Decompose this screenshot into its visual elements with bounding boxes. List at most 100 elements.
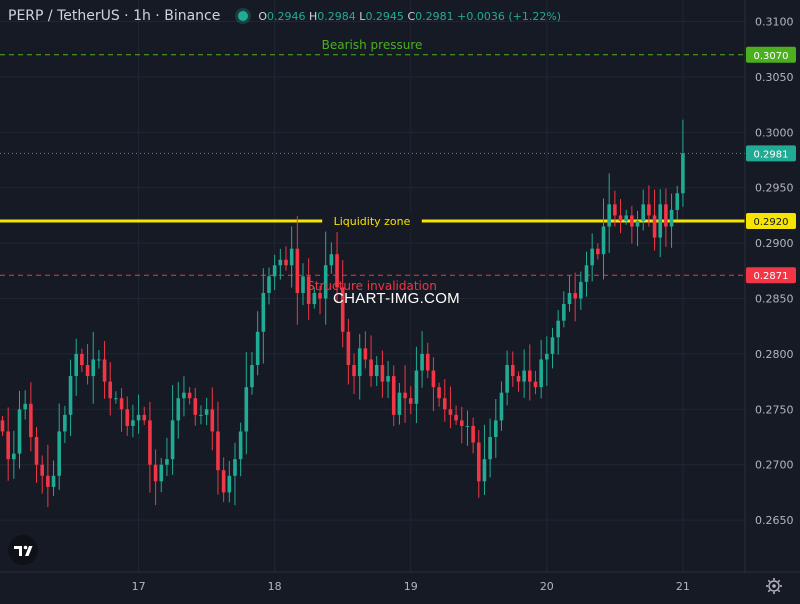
candle-body[interactable]	[301, 276, 305, 293]
symbol-title[interactable]: PERP / TetherUS · 1h · Binance	[8, 8, 221, 24]
candle-body[interactable]	[459, 420, 464, 426]
candle-body[interactable]	[681, 153, 685, 194]
candle-body[interactable]	[34, 437, 39, 465]
candle-body[interactable]	[29, 403, 33, 438]
candle-body[interactable]	[261, 292, 266, 332]
candle-body[interactable]	[635, 220, 640, 227]
candle-body[interactable]	[187, 392, 192, 399]
candle-body[interactable]	[511, 364, 515, 377]
candle-body[interactable]	[97, 359, 101, 361]
candle-body[interactable]	[624, 215, 628, 221]
candle-body[interactable]	[289, 248, 294, 266]
candle-body[interactable]	[652, 215, 657, 238]
candle-body[interactable]	[108, 381, 113, 399]
candle-body[interactable]	[216, 431, 220, 471]
candle-body[interactable]	[465, 425, 470, 427]
candle-body[interactable]	[238, 431, 243, 460]
candle-body[interactable]	[125, 409, 130, 426]
candle-body[interactable]	[40, 464, 44, 476]
candle-body[interactable]	[380, 364, 385, 382]
candle-body[interactable]	[148, 420, 152, 465]
candle-body[interactable]	[340, 287, 345, 332]
candle-body[interactable]	[403, 392, 407, 399]
candle-body[interactable]	[545, 353, 549, 360]
candle-body[interactable]	[199, 414, 203, 416]
candle-body[interactable]	[335, 254, 339, 288]
candle-body[interactable]	[91, 359, 96, 377]
candle-body[interactable]	[579, 281, 583, 299]
candle-body[interactable]	[442, 398, 447, 410]
candle-body[interactable]	[23, 403, 27, 410]
candle-body[interactable]	[363, 348, 368, 360]
candle-body[interactable]	[6, 431, 10, 460]
candle-body[interactable]	[193, 398, 198, 415]
candle-body[interactable]	[556, 320, 560, 338]
candle-body[interactable]	[397, 392, 402, 415]
candle-body[interactable]	[584, 265, 589, 282]
candle-body[interactable]	[539, 359, 543, 388]
candle-body[interactable]	[46, 475, 50, 487]
candle-body[interactable]	[57, 431, 61, 476]
candle-body[interactable]	[414, 370, 419, 404]
candle-body[interactable]	[516, 376, 521, 382]
candle-body[interactable]	[630, 215, 634, 227]
settings-gear-icon[interactable]	[766, 578, 782, 594]
candle-body[interactable]	[471, 425, 475, 443]
candle-body[interactable]	[102, 359, 107, 382]
candle-body[interactable]	[425, 353, 430, 371]
candle-body[interactable]	[437, 387, 441, 399]
candle-body[interactable]	[51, 475, 56, 487]
candle-body[interactable]	[312, 292, 317, 305]
candle-body[interactable]	[159, 464, 164, 482]
candle-body[interactable]	[165, 459, 169, 465]
candle-body[interactable]	[250, 364, 254, 388]
candle-body[interactable]	[221, 470, 226, 493]
candle-body[interactable]	[267, 276, 271, 293]
candle-body[interactable]	[153, 464, 158, 482]
candle-body[interactable]	[607, 204, 611, 227]
candle-body[interactable]	[323, 265, 328, 299]
candle-body[interactable]	[136, 414, 141, 421]
candle-body[interactable]	[329, 254, 334, 266]
candle-body[interactable]	[482, 459, 487, 482]
candle-body[interactable]	[641, 204, 646, 221]
candle-body[interactable]	[562, 304, 566, 321]
candle-body[interactable]	[567, 292, 572, 305]
candle-body[interactable]	[522, 370, 526, 382]
candle-body[interactable]	[573, 292, 577, 299]
candle-body[interactable]	[357, 348, 362, 377]
candle-body[interactable]	[647, 204, 651, 216]
candle-body[interactable]	[550, 337, 555, 354]
candle-body[interactable]	[454, 414, 458, 421]
candle-body[interactable]	[295, 248, 300, 293]
candle-body[interactable]	[12, 453, 16, 460]
candle-body[interactable]	[74, 353, 79, 377]
candle-body[interactable]	[233, 459, 237, 476]
candle-body[interactable]	[182, 392, 186, 399]
candle-body[interactable]	[505, 364, 509, 393]
candle-body[interactable]	[420, 353, 424, 371]
candle-body[interactable]	[272, 265, 277, 277]
candle-body[interactable]	[488, 437, 492, 460]
candle-body[interactable]	[601, 226, 606, 255]
candle-body[interactable]	[658, 204, 663, 238]
candle-body[interactable]	[176, 398, 181, 421]
candle-body[interactable]	[493, 420, 498, 438]
candle-body[interactable]	[528, 370, 532, 382]
candle-body[interactable]	[0, 420, 5, 432]
candle-body[interactable]	[131, 420, 135, 426]
candle-body[interactable]	[391, 376, 396, 415]
candle-body[interactable]	[114, 398, 118, 400]
candle-body[interactable]	[346, 331, 351, 365]
candle-body[interactable]	[227, 475, 232, 493]
price-axis[interactable]: 0.3100 0.3050 0.3000 0.2950 0.2900 0.2850 0.28…	[744, 0, 794, 572]
candle-body[interactable]	[596, 248, 600, 255]
candle-body[interactable]	[664, 204, 668, 227]
candle-body[interactable]	[675, 193, 680, 210]
candle-body[interactable]	[255, 331, 260, 365]
candle-body[interactable]	[352, 364, 356, 377]
candle-body[interactable]	[374, 364, 379, 377]
candle-body[interactable]	[431, 370, 436, 388]
